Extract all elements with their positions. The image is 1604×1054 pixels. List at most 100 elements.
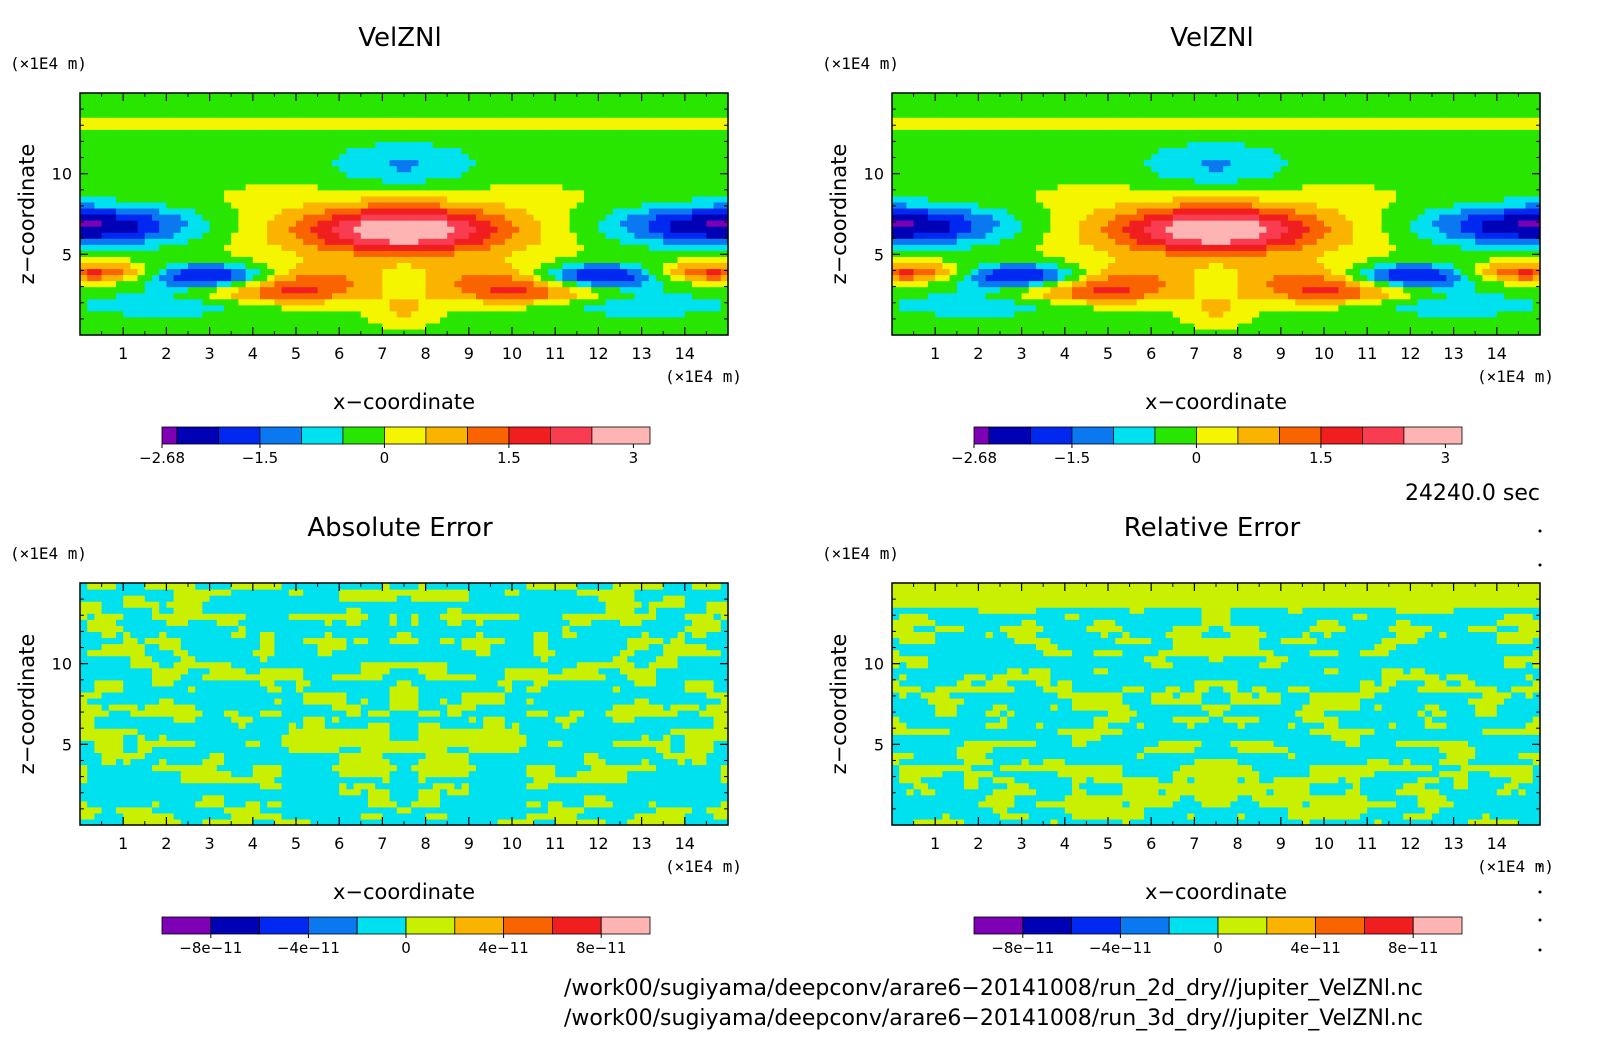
heatmap-cell (137, 99, 146, 106)
heatmap-cell (432, 117, 441, 124)
heatmap-cell (152, 292, 160, 300)
heatmap-cell (906, 153, 915, 161)
heatmap-cell (152, 304, 160, 312)
heatmap-cell (80, 310, 88, 318)
heatmap-cell (720, 214, 729, 221)
heatmap-cell (548, 123, 556, 130)
heatmap-cell (440, 220, 448, 227)
heatmap-cell (123, 214, 131, 221)
heatmap-cell (978, 214, 987, 221)
heatmap-cell (396, 226, 405, 233)
heatmap-cell (540, 256, 549, 263)
heatmap-cell (202, 153, 211, 161)
heatmap-cell (971, 93, 979, 100)
heatmap-cell (87, 238, 95, 245)
heatmap-cell (137, 123, 146, 130)
heatmap-cell (245, 232, 254, 239)
heatmap-cell (562, 256, 571, 263)
heatmap-cell (540, 268, 549, 276)
heatmap-cell (231, 214, 239, 221)
heatmap-cell (94, 153, 103, 161)
heatmap-cell (483, 268, 491, 276)
heatmap-cell (605, 250, 614, 257)
heatmap-cell (540, 177, 549, 185)
heatmap-cell (123, 226, 131, 233)
heatmap-cell (569, 220, 578, 227)
heatmap-cell (692, 129, 700, 136)
heatmap-cell (971, 105, 979, 112)
heatmap-cell (1072, 195, 1080, 203)
heatmap-cell (634, 238, 643, 245)
heatmap-cell (656, 250, 664, 257)
heatmap-cell (281, 280, 290, 288)
heatmap-cell (108, 195, 117, 203)
heatmap-cell (612, 135, 621, 142)
heatmap-cell (497, 165, 506, 173)
heatmap-cell (288, 328, 297, 336)
heatmap-cell (1050, 183, 1059, 191)
heatmap-cell (612, 201, 621, 209)
heatmap-cell (504, 207, 513, 215)
heatmap-cell (569, 238, 578, 245)
heatmap-cell (526, 262, 535, 270)
heatmap-cell (483, 220, 491, 227)
heatmap-cell (1100, 165, 1109, 173)
heatmap-cell (935, 171, 943, 179)
heatmap-cell (670, 238, 679, 245)
heatmap-cell (699, 328, 707, 336)
heatmap-cell (1100, 129, 1109, 136)
heatmap-cell (1100, 238, 1109, 245)
heatmap-cell (1021, 195, 1030, 203)
heatmap-cell (1014, 214, 1023, 221)
heatmap-cell (1036, 105, 1044, 112)
heatmap-cell (188, 207, 196, 215)
heatmap-cell (935, 328, 943, 336)
colorbar-bin (591, 426, 651, 445)
heatmap-cell (274, 250, 283, 257)
heatmap-cell (317, 165, 326, 173)
heatmap-cell (1014, 105, 1023, 112)
heatmap-cell (1043, 262, 1051, 270)
heatmap-cell (598, 123, 607, 130)
heatmap-cell (663, 129, 671, 136)
heatmap-cell (324, 153, 333, 161)
heatmap-cell (252, 135, 261, 142)
heatmap-cell (540, 123, 549, 130)
heatmap-cell (1007, 189, 1015, 197)
heatmap-cell (906, 298, 915, 306)
heatmap-cell (956, 322, 965, 330)
heatmap-cell (684, 99, 693, 106)
heatmap-cell (598, 328, 607, 336)
heatmap-cell (180, 129, 189, 136)
heatmap-cell (920, 226, 929, 233)
heatmap-cell (137, 232, 146, 239)
heatmap-cell (87, 262, 95, 270)
heatmap-cell (490, 123, 499, 130)
heatmap-cell (123, 99, 131, 106)
heatmap-cell (1000, 256, 1008, 263)
heatmap-cell (978, 165, 987, 173)
heatmap-cell (555, 99, 563, 106)
heatmap-cell (713, 328, 722, 336)
heatmap-cell (512, 328, 520, 336)
heatmap-cell (346, 177, 355, 185)
heatmap-cell (339, 99, 347, 106)
heatmap-cell (899, 117, 907, 124)
heatmap-cell (1064, 183, 1073, 191)
heatmap-cell (1036, 117, 1044, 124)
heatmap-cell (368, 232, 376, 239)
heatmap-cell (123, 159, 131, 167)
heatmap-cell (906, 310, 915, 318)
heatmap-cell (576, 268, 585, 276)
heatmap-cell (274, 328, 283, 336)
heatmap-cell (353, 153, 362, 161)
heatmap-cell (101, 141, 110, 149)
heatmap-cell (80, 99, 88, 106)
heatmap-cell (94, 105, 103, 112)
heatmap-cell (949, 250, 958, 257)
heatmap-cell (490, 322, 499, 330)
heatmap-cell (454, 214, 463, 221)
heatmap-cell (80, 268, 88, 276)
heatmap-cell (339, 123, 347, 130)
heatmap-cell (461, 280, 470, 288)
